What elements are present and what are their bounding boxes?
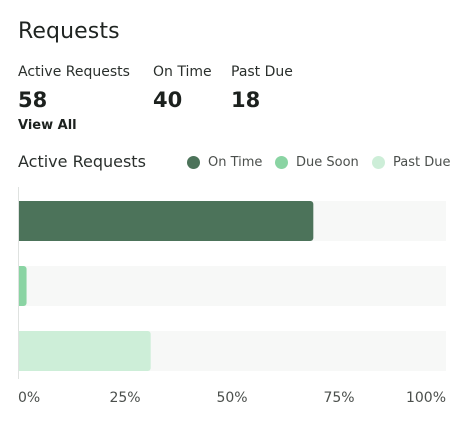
legend-on-time: On Time <box>187 155 262 170</box>
bar-track-due-soon <box>18 266 446 306</box>
stat-label-on-time: On Time <box>153 64 212 80</box>
page-title: Requests <box>18 19 120 44</box>
legend-past-due: Past Due <box>372 155 450 170</box>
bar-past-due[interactable] <box>14 331 151 371</box>
stat-label-past-due: Past Due <box>231 64 293 80</box>
stat-value-past-due: 18 <box>231 88 261 112</box>
legend-dot-on-time <box>187 156 200 169</box>
legend-label-past-due: Past Due <box>393 155 451 170</box>
x-tick-label: 0% <box>18 390 40 406</box>
view-all-link[interactable]: View All <box>18 118 77 133</box>
legend-label-on-time: On Time <box>208 155 263 170</box>
legend-dot-due-soon <box>275 156 288 169</box>
plot-left-mask <box>0 199 18 377</box>
stat-label-active-requests: Active Requests <box>18 64 130 80</box>
legend-due-soon: Due Soon <box>275 155 359 170</box>
x-tick-label: 50% <box>216 390 247 406</box>
chart-title: Active Requests <box>18 152 146 171</box>
bar-on-time[interactable] <box>14 201 314 241</box>
x-tick-label: 100% <box>406 390 446 406</box>
x-tick-label: 25% <box>109 390 140 406</box>
stat-value-active-requests: 58 <box>18 88 48 112</box>
x-tick-label: 75% <box>323 390 354 406</box>
stat-value-on-time: 40 <box>153 88 183 112</box>
legend-dot-past-due <box>372 156 385 169</box>
legend-label-due-soon: Due Soon <box>296 155 359 170</box>
